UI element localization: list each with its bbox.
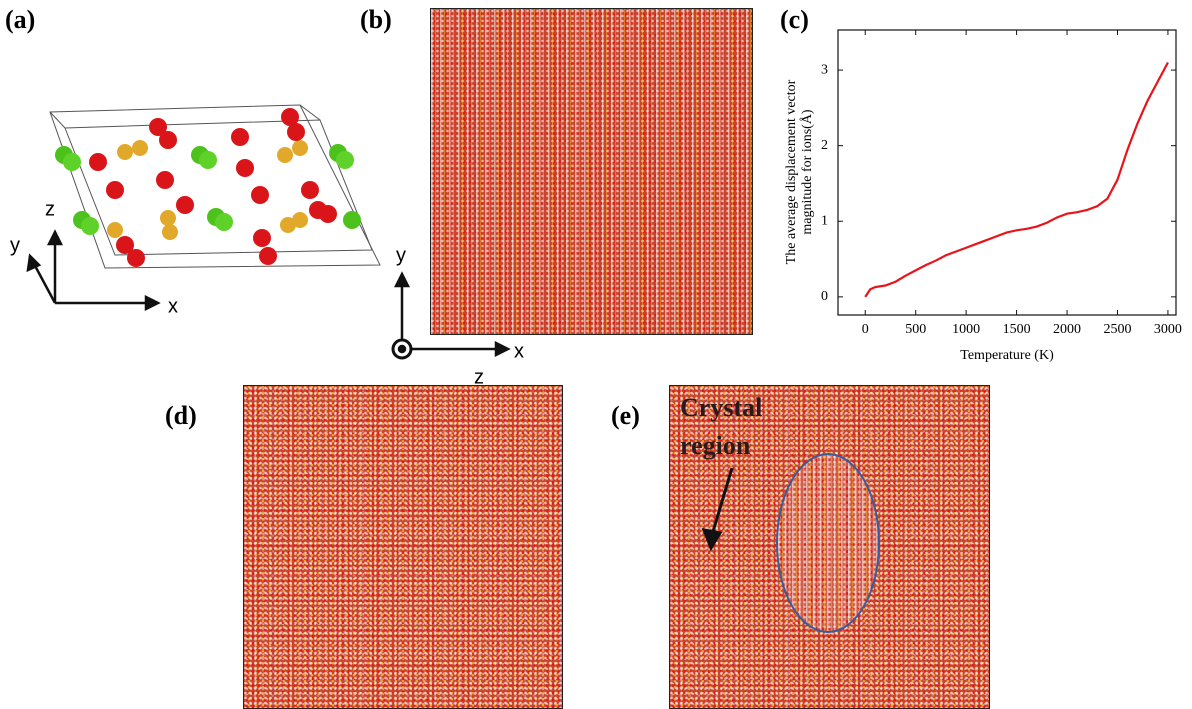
axis-letter: z (474, 366, 484, 388)
axis-letter: x (514, 340, 524, 362)
panel-label: (b) (360, 5, 392, 34)
x-tick-label: 0 (862, 322, 869, 337)
panel-label: (e) (611, 401, 640, 430)
y-tick-label: 1 (821, 213, 828, 228)
x-tick-label: 500 (905, 322, 926, 337)
figure-overlay: (a) (b) (c) (d) (e) Crystal region (0, 0, 1192, 709)
figure: (a) (b) (c) (d) (e) Crystal region (0, 0, 1192, 709)
y-axis-label: magnitude for ions(Å) (799, 109, 815, 235)
panel-label: (d) (165, 401, 197, 430)
axis-letter: z (45, 198, 55, 220)
y-tick-label: 2 (821, 138, 828, 153)
x-tick-label: 2500 (1103, 322, 1131, 337)
y-tick-label: 3 (821, 62, 828, 77)
unit-cell (50, 105, 380, 268)
panel-label: (c) (780, 5, 809, 34)
annotation: region (680, 431, 751, 460)
y-tick-label: 0 (821, 289, 828, 304)
axis-letter: x (168, 295, 178, 317)
atoms (55, 108, 361, 267)
panel-label: (a) (5, 5, 35, 34)
x-tick-label: 2000 (1053, 322, 1081, 337)
x-tick-label: 3000 (1154, 322, 1182, 337)
x-tick-label: 1000 (952, 322, 980, 337)
y-axis-label: The average displacement vector (784, 79, 799, 264)
x-tick-label: 1500 (1003, 322, 1031, 337)
arrow (704, 468, 732, 548)
annotation: Crystal (680, 393, 762, 422)
axis-letter: y (10, 234, 20, 256)
plot-frame (838, 30, 1176, 315)
axis-letter: y (396, 244, 406, 266)
x-axis-label: Temperature (K) (960, 348, 1054, 363)
data-line (865, 63, 1168, 297)
